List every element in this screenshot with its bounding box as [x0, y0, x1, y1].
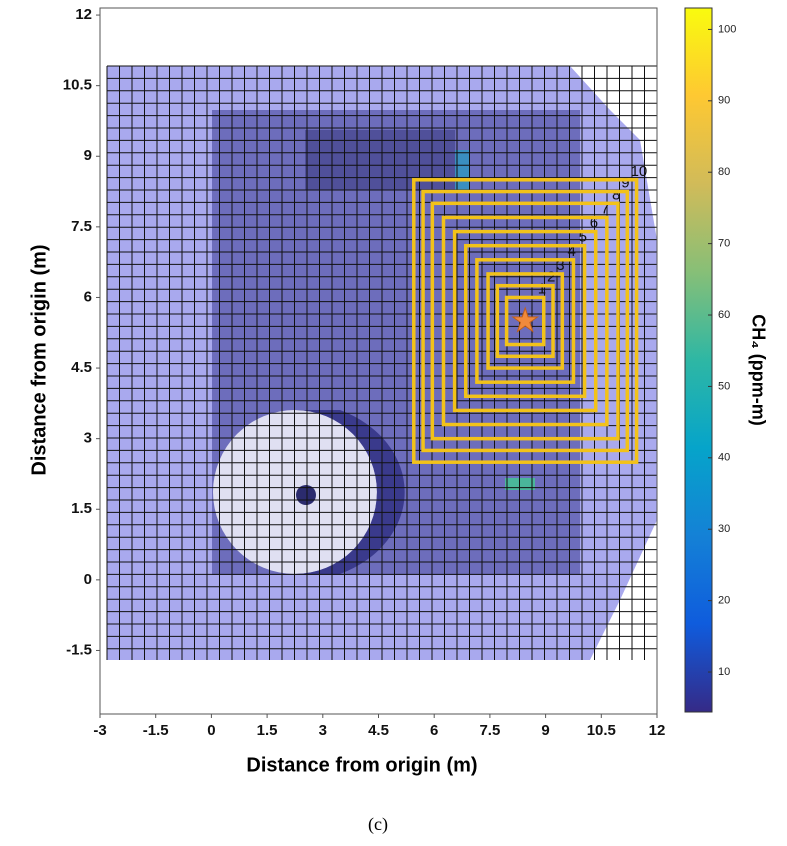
- colorbar-tick-label: 60: [718, 309, 730, 321]
- y-tick-label: 1.5: [71, 500, 92, 517]
- ring-label: 8: [612, 186, 620, 203]
- ring-label: 5: [579, 229, 587, 246]
- search-ring: [464, 243, 587, 399]
- x-tick-label: 10.5: [587, 722, 616, 739]
- y-tick-label: 12: [75, 6, 92, 23]
- y-tick-label: -1.5: [66, 641, 92, 658]
- search-ring: [441, 215, 609, 427]
- y-axis-title: Distance from origin (m): [28, 244, 50, 475]
- colorbar-title: CH₄ (ppm-m): [748, 314, 768, 426]
- y-tick-label: 10.5: [63, 77, 92, 94]
- ring-label: 3: [556, 257, 564, 274]
- search-ring: [475, 258, 576, 384]
- x-tick-label: 4.5: [368, 722, 389, 739]
- x-axis-title: Distance from origin (m): [246, 754, 477, 776]
- y-tick-label: 7.5: [71, 218, 92, 235]
- ring-label: 9: [621, 175, 629, 192]
- source-star: [511, 306, 540, 333]
- colorbar-tick-label: 50: [718, 380, 730, 392]
- ring-label: 1: [538, 280, 546, 297]
- colorbar-tick-label: 20: [718, 595, 730, 607]
- x-tick-label: 0: [207, 722, 215, 739]
- search-ring: [452, 229, 598, 413]
- search-ring: [412, 178, 639, 464]
- grid-overlay: [106, 65, 658, 660]
- colorbar-tick-label: 90: [718, 95, 730, 107]
- ring-label: 4: [567, 243, 575, 260]
- colorbar-tick-label: 40: [718, 452, 730, 464]
- colorbar: [684, 7, 713, 713]
- caption: (c): [368, 814, 388, 835]
- y-tick-label: 4.5: [71, 359, 92, 376]
- x-tick-label: 1.5: [257, 722, 278, 739]
- search-ring: [486, 272, 565, 370]
- colorbar-tick-label: 30: [718, 523, 730, 535]
- x-tick-label: 12: [649, 722, 666, 739]
- x-tick-label: 6: [430, 722, 438, 739]
- y-tick-label: 3: [84, 430, 92, 447]
- colorbar-tick-label: 10: [718, 666, 730, 678]
- search-ring: [495, 283, 555, 359]
- ring-label: 7: [601, 200, 609, 217]
- ring-label: 2: [547, 269, 555, 286]
- search-ring: [504, 295, 546, 347]
- ring-label: 6: [590, 215, 598, 232]
- x-tick-label: -3: [93, 722, 106, 739]
- x-tick-label: 7.5: [479, 722, 500, 739]
- search-ring: [421, 189, 630, 453]
- colorbar-tick-label: 100: [718, 23, 736, 35]
- x-tick-label: 3: [319, 722, 327, 739]
- x-tick-label: 9: [541, 722, 549, 739]
- colorbar-tick-label: 70: [718, 238, 730, 250]
- y-tick-label: 9: [84, 147, 92, 164]
- y-tick-label: 6: [84, 288, 92, 305]
- x-tick-label: -1.5: [143, 722, 169, 739]
- ring-label: 10: [631, 163, 648, 180]
- search-ring: [430, 201, 620, 441]
- colorbar-tick-label: 80: [718, 166, 730, 178]
- y-tick-label: 0: [84, 571, 92, 588]
